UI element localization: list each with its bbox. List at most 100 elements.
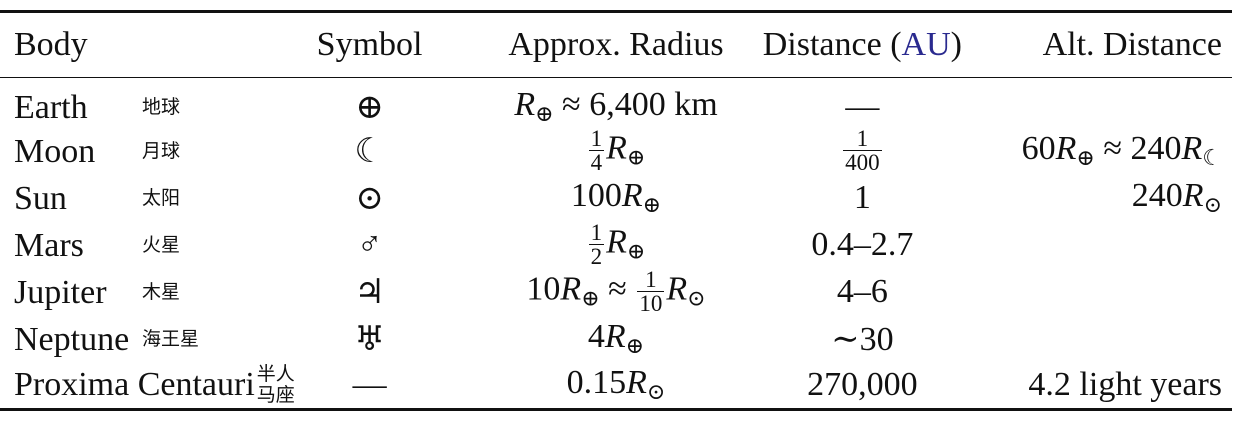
chinese-line: 半人 bbox=[256, 362, 295, 385]
distance-cell: 0.4–2.7 bbox=[739, 221, 985, 268]
chinese-line: 火星 bbox=[142, 234, 181, 257]
table-body: Earth 地球 ⊕ R⊕ ≈ 6,400 km — Moon 月球 ☾ 1 4 R⊕ 1 400 60R… bbox=[0, 78, 1232, 409]
text: 4 bbox=[587, 318, 605, 355]
table-row: Proxima Centauri 半人 马座 — 0.15R⊙ 270,000 4.2 li… bbox=[0, 362, 1232, 409]
chinese-line: 地球 bbox=[142, 96, 181, 119]
alt-cell: 240R⊙ bbox=[986, 174, 1232, 221]
text: 10 bbox=[526, 270, 561, 308]
body-name: Neptune bbox=[14, 320, 130, 358]
subscript: ⊙ bbox=[646, 379, 666, 405]
table-row: Mars 火星 ♂ 1 2 R⊕ 0.4–2.7 bbox=[0, 221, 1232, 268]
numerator: 1 bbox=[590, 126, 603, 151]
denominator: 400 bbox=[843, 150, 882, 175]
radius-cell: R⊕ ≈ 6,400 km bbox=[493, 78, 739, 128]
body-cell: Earth 地球 bbox=[0, 78, 246, 128]
symbol-cell: ♃ bbox=[354, 273, 385, 311]
denominator: 10 bbox=[637, 291, 665, 316]
fraction: 1 400 bbox=[843, 127, 882, 174]
distance-cell: ∼30 bbox=[739, 315, 985, 362]
radius-cell: 4R⊕ bbox=[493, 315, 739, 362]
body-name: Jupiter bbox=[14, 273, 107, 311]
denominator: 2 bbox=[588, 244, 605, 269]
text: 0.4–2.7 bbox=[811, 225, 914, 263]
denominator: 4 bbox=[588, 150, 605, 175]
radius-cell: 100R⊕ bbox=[493, 174, 739, 221]
symbol-cell: ⊕ bbox=[355, 88, 384, 126]
chinese-line: 海王星 bbox=[142, 328, 200, 351]
header-row: Body Symbol Approx. Radius Distance (AU) Alt… bbox=[0, 11, 1232, 78]
math-var: R bbox=[626, 364, 647, 402]
math-var: R bbox=[606, 129, 627, 167]
radius-cell: 0.15R⊙ bbox=[493, 362, 739, 409]
text: 60 bbox=[1021, 130, 1056, 167]
text: 0.15 bbox=[566, 364, 627, 402]
table-row: Moon 月球 ☾ 1 4 R⊕ 1 400 60R⊕ ≈ 240R☾ bbox=[0, 127, 1232, 174]
header-cell: Alt. Distance bbox=[1042, 26, 1222, 63]
numerator: 1 bbox=[856, 126, 869, 151]
numerator: 1 bbox=[645, 267, 657, 292]
subscript: ⊕ bbox=[626, 144, 646, 170]
chinese-name: 半人 马座 bbox=[256, 362, 295, 406]
body-cell: Sun 太阳 bbox=[0, 174, 246, 221]
body-name: Earth bbox=[14, 88, 88, 126]
text: ≈ bbox=[599, 270, 636, 308]
math-var: R bbox=[604, 318, 626, 355]
table: Body Symbol Approx. Radius Distance (AU) Alt… bbox=[0, 10, 1232, 411]
text: ) bbox=[950, 26, 962, 63]
text: 100 bbox=[570, 177, 622, 214]
text: ≈ 6,400 km bbox=[553, 86, 718, 123]
subscript: ⊕ bbox=[535, 101, 554, 126]
subscript: ⊕ bbox=[581, 285, 600, 311]
chinese-name: 海王星 bbox=[142, 329, 199, 350]
body-cell: Mars 火星 bbox=[0, 221, 246, 268]
radius-cell: 10R⊕ ≈ 1 10 R⊙ bbox=[493, 268, 739, 315]
distance-cell: 4–6 bbox=[739, 268, 985, 315]
math-var: R bbox=[1181, 130, 1203, 167]
text: 270,000 bbox=[807, 365, 918, 403]
distance-cell: 270,000 bbox=[739, 362, 985, 409]
body-name: Moon bbox=[14, 132, 96, 170]
chinese-name: 地球 bbox=[142, 97, 180, 118]
subscript: ⊕ bbox=[1076, 145, 1095, 170]
chinese-name: 太阳 bbox=[142, 188, 180, 209]
text: 1 bbox=[853, 178, 871, 216]
math-var: R bbox=[1055, 130, 1077, 167]
text: 4.2 light years bbox=[1028, 365, 1222, 403]
table-row: Sun 太阳 ⊙ 100R⊕ 1 240R⊙ bbox=[0, 174, 1232, 221]
math-var: R bbox=[514, 86, 536, 123]
table-row: Earth 地球 ⊕ R⊕ ≈ 6,400 km — bbox=[0, 78, 1232, 128]
header-cell: Approx. Radius bbox=[508, 26, 724, 63]
chinese-line: 月球 bbox=[142, 140, 181, 163]
numerator: 1 bbox=[590, 220, 603, 245]
distance-cell: — bbox=[739, 78, 985, 128]
text: ≈ 240 bbox=[1094, 130, 1182, 167]
body-cell: Jupiter 木星 bbox=[0, 268, 246, 315]
radius-cell: 1 4 R⊕ bbox=[493, 127, 739, 174]
alt-cell bbox=[986, 315, 1232, 362]
fraction: 1 10 bbox=[637, 267, 665, 316]
alt-cell bbox=[986, 268, 1232, 315]
chinese-name: 月球 bbox=[142, 141, 180, 162]
math-var: R bbox=[621, 177, 643, 214]
chinese-line: 太阳 bbox=[142, 187, 181, 210]
math-var: R bbox=[1182, 177, 1204, 214]
alt-cell: 4.2 light years bbox=[986, 362, 1232, 409]
text: 4–6 bbox=[836, 272, 888, 310]
body-name: Mars bbox=[14, 226, 84, 264]
text: — bbox=[845, 87, 880, 125]
header-cell: Distance (AU) bbox=[739, 12, 985, 78]
distance-cell: 1 400 bbox=[739, 127, 985, 174]
symbol-cell: ☾ bbox=[354, 132, 385, 170]
math-var: R bbox=[560, 270, 582, 308]
alt-cell: 60R⊕ ≈ 240R☾ bbox=[986, 127, 1232, 174]
subscript: ⊙ bbox=[1203, 192, 1222, 217]
subscript: ⊕ bbox=[625, 333, 645, 358]
chinese-name: 木星 bbox=[142, 282, 180, 303]
symbol-cell: — bbox=[352, 365, 387, 403]
table-row: Neptune 海王星 ♅ 4R⊕ ∼30 bbox=[0, 315, 1232, 362]
body-cell: Moon 月球 bbox=[0, 127, 246, 174]
symbol-cell: ⊙ bbox=[355, 179, 384, 217]
symbol-cell: ♂ bbox=[356, 225, 383, 263]
